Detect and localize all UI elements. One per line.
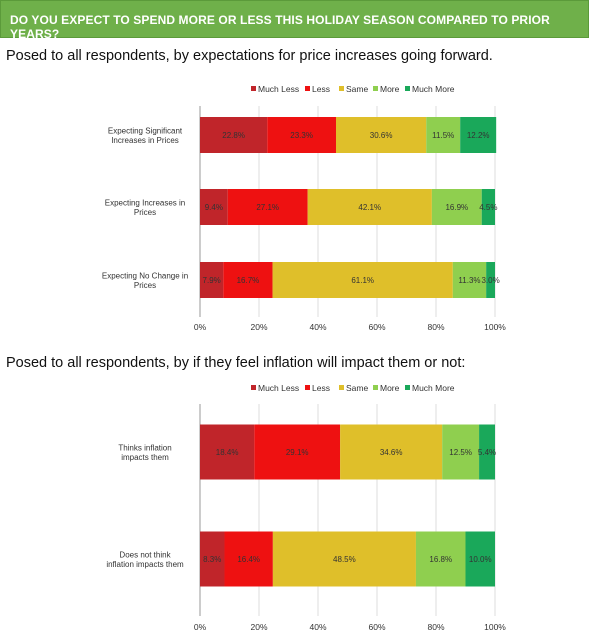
x-tick-label: 60% <box>368 322 385 332</box>
legend-swatch <box>373 86 378 91</box>
chart-1-title: Posed to all respondents, by expectation… <box>6 48 493 64</box>
bar-segment <box>224 531 273 587</box>
bar-segment <box>431 189 482 225</box>
bar-segment <box>479 424 495 480</box>
bar-segment <box>340 424 443 480</box>
legend-swatch <box>305 86 310 91</box>
data-label: 8.3% <box>203 555 221 564</box>
x-tick-label: 60% <box>368 622 385 632</box>
bar-segment <box>254 424 341 480</box>
legend-label: Much More <box>412 84 455 94</box>
data-label: 12.5% <box>449 448 472 457</box>
legend-swatch <box>405 86 410 91</box>
category-label: impacts them <box>121 453 169 462</box>
data-label: 16.4% <box>237 555 260 564</box>
x-tick-label: 0% <box>194 622 207 632</box>
data-label: 4.5% <box>479 203 497 212</box>
x-tick-label: 80% <box>427 622 444 632</box>
legend-label: Less <box>312 383 330 393</box>
bar-segment <box>223 262 273 298</box>
legend-swatch <box>339 86 344 91</box>
data-label: 3.0% <box>481 276 499 285</box>
data-label: 16.9% <box>445 203 468 212</box>
category-label: inflation impacts them <box>106 560 184 569</box>
x-tick-label: 100% <box>484 622 506 632</box>
bar-segment <box>426 117 461 153</box>
bar-segment <box>272 262 453 298</box>
data-label: 5.4% <box>478 448 496 457</box>
bar-segment <box>442 424 480 480</box>
category-label: Expecting Increases in <box>105 198 186 207</box>
category-label: Prices <box>134 208 156 217</box>
data-label: 27.1% <box>256 203 279 212</box>
category-label: Increases in Prices <box>111 136 179 145</box>
legend-swatch <box>339 385 344 390</box>
data-label: 18.4% <box>216 448 239 457</box>
chart-inflation-impact: Much Less Less Same More Much More 18.4% 29.1%… <box>106 383 506 632</box>
data-label: 22.8% <box>222 131 245 140</box>
x-tick-label: 0% <box>194 322 207 332</box>
bar-segment <box>481 189 495 225</box>
legend-label: Same <box>346 383 368 393</box>
data-label: 23.3% <box>290 131 313 140</box>
x-tick-label: 40% <box>309 622 326 632</box>
bar-segment <box>200 262 224 298</box>
category-label: Expecting No Change in <box>102 271 188 280</box>
bar-segment <box>227 189 308 225</box>
x-tick-label: 100% <box>484 322 506 332</box>
bar-segment <box>200 117 268 153</box>
bar-segment <box>415 531 466 587</box>
legend-swatch <box>405 385 410 390</box>
legend-label: More <box>380 383 400 393</box>
legend-swatch <box>251 86 256 91</box>
category-label: Thinks inflation <box>118 443 171 452</box>
x-tick-label: 80% <box>427 322 444 332</box>
data-label: 42.1% <box>358 203 381 212</box>
bar-segment <box>307 189 432 225</box>
bar-segment <box>272 531 416 587</box>
chart-2-title: Posed to all respondents, by if they fee… <box>6 355 466 371</box>
legend-swatch <box>305 385 310 390</box>
bar-segment <box>200 189 228 225</box>
data-label: 30.6% <box>370 131 393 140</box>
legend-swatch <box>251 385 256 390</box>
data-label: 16.7% <box>237 276 260 285</box>
legend-label: Much Less <box>258 84 299 94</box>
data-label: 16.8% <box>429 555 452 564</box>
bar-segment <box>460 117 497 153</box>
bar-segment <box>452 262 487 298</box>
data-label: 11.5% <box>432 131 454 140</box>
chart-price-expectations: Much Less Less Same More Much More 22.8% 23.3%… <box>102 84 506 332</box>
legend-label: Much More <box>412 383 455 393</box>
bar-segment <box>200 424 255 480</box>
data-label: 61.1% <box>351 276 374 285</box>
legend-label: More <box>380 84 400 94</box>
bar-segment <box>335 117 427 153</box>
legend-label: Less <box>312 84 330 94</box>
legend-label: Much Less <box>258 383 299 393</box>
data-label: 7.9% <box>203 276 221 285</box>
bar-segment <box>486 262 495 298</box>
data-label: 11.3% <box>458 276 480 285</box>
category-label: Prices <box>134 281 156 290</box>
data-label: 10.0% <box>469 555 492 564</box>
legend-label: Same <box>346 84 368 94</box>
data-label: 29.1% <box>286 448 309 457</box>
bar-segment <box>267 117 336 153</box>
data-label: 12.2% <box>467 131 490 140</box>
header-title: DO YOU EXPECT TO SPEND MORE OR LESS THIS… <box>10 13 550 41</box>
x-tick-label: 20% <box>250 322 267 332</box>
x-tick-label: 20% <box>250 622 267 632</box>
bar-segment <box>200 531 225 587</box>
header-banner: DO YOU EXPECT TO SPEND MORE OR LESS THIS… <box>0 0 589 41</box>
data-label: 48.5% <box>333 555 356 564</box>
x-tick-label: 40% <box>309 322 326 332</box>
category-label: Does not think <box>119 550 171 559</box>
data-label: 34.6% <box>380 448 403 457</box>
data-label: 9.4% <box>205 203 223 212</box>
bar-segment <box>465 531 495 587</box>
legend-swatch <box>373 385 378 390</box>
category-label: Expecting Significant <box>108 126 183 135</box>
